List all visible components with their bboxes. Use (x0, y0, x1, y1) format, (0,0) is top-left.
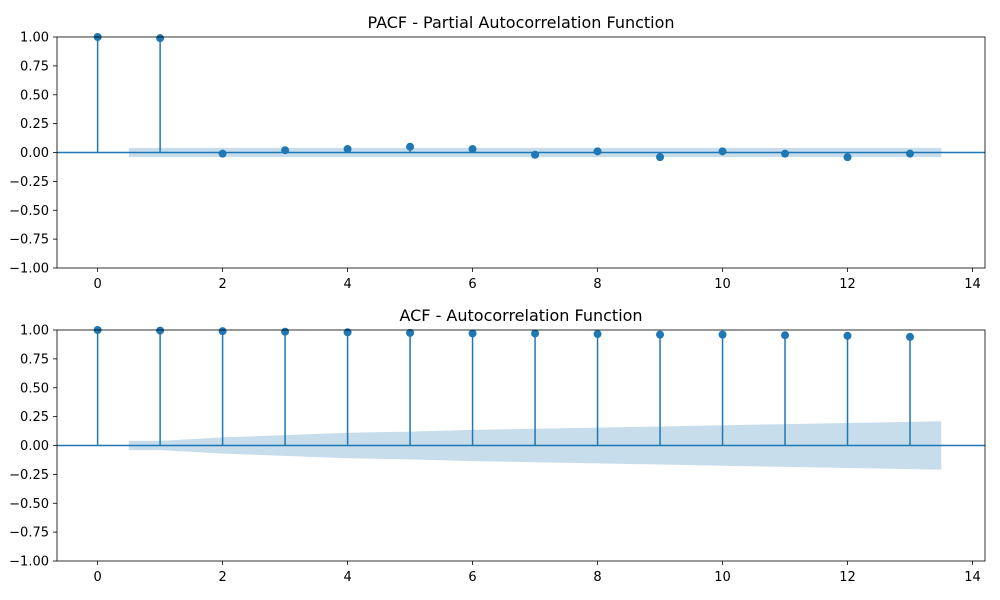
acf-marker-lag-5 (406, 328, 415, 337)
pacf-marker-lag-4 (343, 145, 352, 154)
acf-marker-lag-1 (156, 326, 165, 335)
acf-panel: ACF - Autocorrelation Function 0 2 4 6 8 10 12… (9, 306, 986, 585)
acf-marker-lag-7 (531, 329, 540, 338)
pacf-x-tick-label: 0 (93, 277, 101, 292)
pacf-marker-lag-10 (718, 147, 727, 156)
pacf-marker-lag-8 (593, 147, 602, 156)
acf-y-tick-label: −1.00 (9, 555, 49, 570)
acf-y-tick-label: −0.50 (9, 497, 49, 512)
acf-y-tick-label: −0.75 (9, 526, 49, 541)
pacf-marker-lag-7 (531, 150, 540, 159)
acf-y-tick-label: 0.25 (20, 410, 49, 425)
acf-marker-lag-12 (843, 331, 852, 340)
acf-marker-lag-4 (343, 328, 352, 337)
acf-y-tick-label: 0.00 (20, 439, 49, 454)
pacf-x-tick-label: 2 (218, 277, 226, 292)
pacf-y-tick-label: −0.75 (9, 233, 49, 248)
pacf-marker-lag-9 (656, 153, 665, 162)
acf-x-tick-label: 14 (964, 570, 981, 585)
pacf-x-tick-label: 12 (839, 277, 856, 292)
pacf-marker-lag-6 (468, 145, 477, 154)
acf-x-tick-label: 12 (839, 570, 856, 585)
pacf-y-tick-label: −0.50 (9, 204, 49, 219)
pacf-x-tick-label: 6 (468, 277, 476, 292)
acf-marker-lag-6 (468, 329, 477, 338)
acf-x-tick-label: 10 (714, 570, 731, 585)
pacf-marker-lag-3 (281, 146, 290, 155)
pacf-panel: PACF - Partial Autocorrelation Function … (9, 13, 986, 292)
acf-y-tick-label: 1.00 (20, 324, 49, 339)
pacf-marker-lag-5 (406, 142, 415, 151)
pacf-y-tick-label: 0.50 (20, 88, 49, 103)
pacf-marker-lag-13 (906, 149, 915, 158)
acf-marker-lag-2 (218, 327, 227, 336)
acf-y-tick-label: −0.25 (9, 468, 49, 483)
pacf-marker-lag-1 (156, 34, 165, 43)
pacf-marker-lag-11 (781, 149, 790, 158)
pacf-y-tick-label: 0.00 (20, 146, 49, 161)
acf-marker-lag-3 (281, 327, 290, 336)
pacf-marker-lag-12 (843, 153, 852, 162)
acf-marker-lag-9 (656, 330, 665, 339)
pacf-marker-lag-2 (218, 149, 227, 158)
acf-marker-lag-13 (906, 332, 915, 341)
acf-marker-lag-11 (781, 331, 790, 340)
pacf-y-tick-label: 0.75 (20, 59, 49, 74)
pacf-x-tick-label: 4 (343, 277, 351, 292)
acf-chart-title: ACF - Autocorrelation Function (399, 306, 642, 325)
pacf-x-tick-label: 10 (714, 277, 731, 292)
pacf-x-tick-label: 14 (964, 277, 981, 292)
pacf-y-tick-label: −1.00 (9, 262, 49, 277)
acf-marker-lag-10 (718, 330, 727, 339)
acf-x-tick-label: 2 (218, 570, 226, 585)
pacf-x-tick-label: 8 (593, 277, 601, 292)
acf-x-tick-label: 4 (343, 570, 351, 585)
acf-x-tick-label: 6 (468, 570, 476, 585)
acf-marker-lag-8 (593, 330, 602, 339)
pacf-y-tick-label: 1.00 (20, 31, 49, 46)
pacf-y-tick-label: −0.25 (9, 175, 49, 190)
acf-y-tick-label: 0.50 (20, 381, 49, 396)
pacf-chart-title: PACF - Partial Autocorrelation Function (367, 13, 674, 32)
pacf-y-tick-label: 0.25 (20, 117, 49, 132)
acf-y-tick-label: 0.75 (20, 352, 49, 367)
acf-x-tick-label: 8 (593, 570, 601, 585)
acf-x-tick-label: 0 (93, 570, 101, 585)
